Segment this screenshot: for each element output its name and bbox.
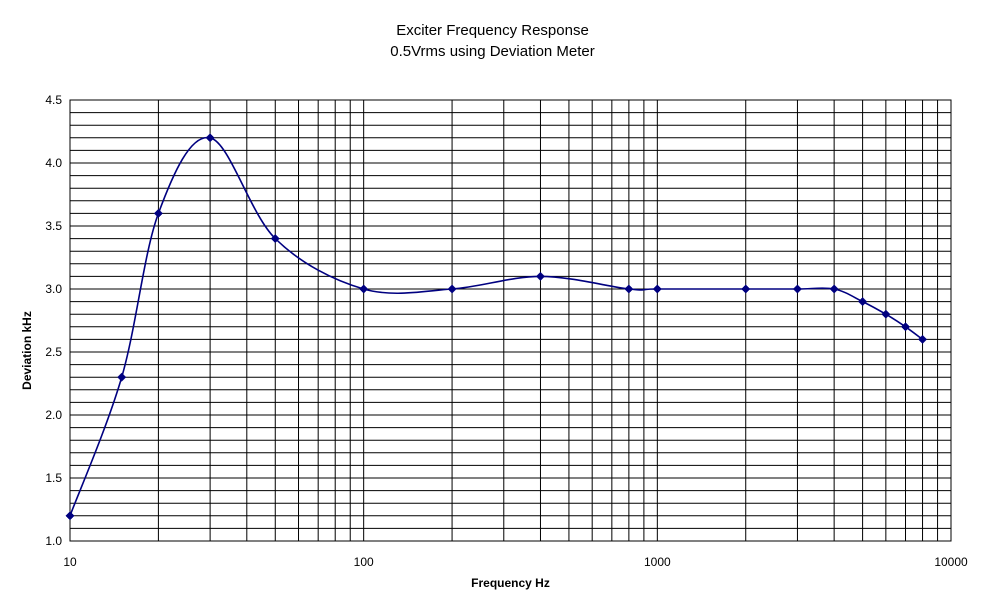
- data-point-marker: [792, 284, 803, 294]
- data-point-marker: [205, 133, 215, 143]
- data-point-marker: [447, 284, 457, 294]
- data-point-marker: [359, 284, 369, 294]
- grid-lines: [70, 100, 951, 541]
- data-point-marker: [881, 309, 891, 319]
- chart-title: Exciter Frequency Response: [396, 22, 589, 39]
- x-tick-label: 100: [354, 555, 374, 569]
- chart-subtitle: 0.5Vrms using Deviation Meter: [390, 43, 595, 60]
- data-point-marker: [117, 372, 127, 382]
- data-point-marker: [65, 511, 75, 521]
- data-point-marker: [153, 208, 163, 218]
- y-tick-label: 2.0: [45, 408, 62, 422]
- x-tick-label: 10: [63, 555, 77, 569]
- data-point-marker: [917, 334, 928, 344]
- y-axis-title: Deviation kHz: [20, 311, 34, 390]
- x-axis-ticks: 10 100 1000 10000: [63, 555, 968, 569]
- data-point-marker: [624, 284, 634, 294]
- x-tick-label: 1000: [644, 555, 671, 569]
- data-point-marker: [270, 234, 280, 244]
- data-point-marker: [535, 271, 546, 281]
- data-point-marker: [900, 322, 911, 332]
- y-tick-label: 1.0: [45, 534, 62, 548]
- plot-area-border: [69, 99, 952, 542]
- series-markers: [65, 133, 928, 521]
- x-axis-title: Frequency Hz: [471, 576, 550, 590]
- y-tick-label: 4.0: [45, 156, 62, 170]
- y-tick-label: 1.5: [45, 471, 62, 485]
- data-point-marker: [858, 297, 868, 307]
- y-axis-ticks: 1.0 1.5 2.0 2.5 3.0 3.5 4.0 4.5: [45, 93, 62, 548]
- y-tick-label: 4.5: [45, 93, 62, 107]
- data-point-marker: [652, 284, 662, 294]
- y-tick-label: 3.0: [45, 282, 62, 296]
- y-tick-label: 3.5: [45, 219, 62, 233]
- data-point-marker: [829, 284, 839, 294]
- y-tick-label: 2.5: [45, 345, 62, 359]
- data-point-marker: [741, 284, 751, 294]
- x-tick-label: 10000: [934, 555, 968, 569]
